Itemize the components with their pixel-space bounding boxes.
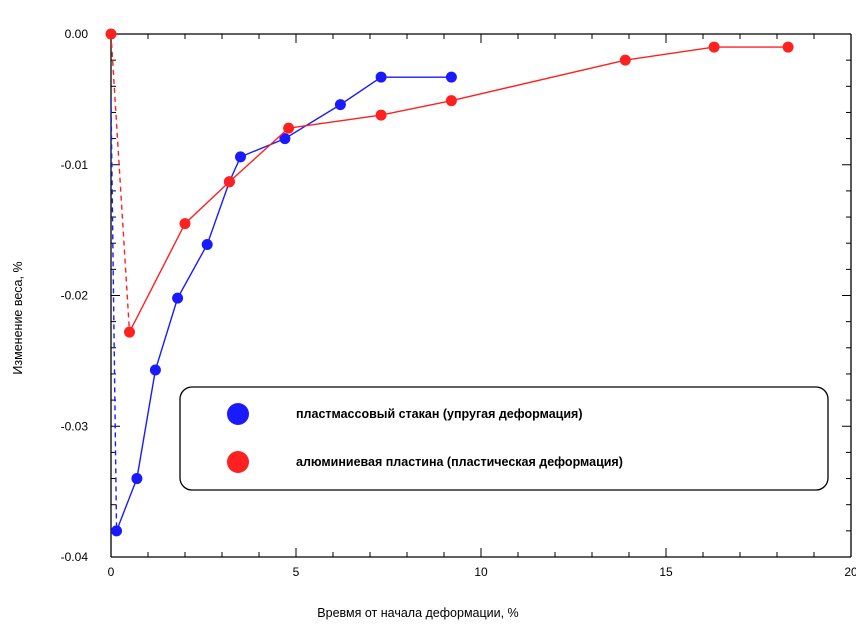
data-point (172, 292, 184, 304)
y-tick-label: -0.02 (61, 289, 89, 303)
y-tick-label: 0.00 (65, 27, 89, 41)
y-tick-label: -0.01 (61, 158, 89, 172)
data-point (283, 122, 295, 134)
data-point (223, 176, 235, 188)
data-point (708, 41, 720, 53)
data-point (149, 364, 161, 376)
data-point (375, 109, 387, 121)
legend: пластмассовый стакан (упругая деформация… (179, 386, 829, 491)
data-point (201, 239, 213, 251)
series-line (128, 46, 789, 333)
data-point (111, 525, 123, 537)
legend-label-aluminum: алюминиевая пластина (пластическая дефор… (296, 455, 623, 469)
data-point (179, 218, 191, 230)
x-axis-title: Вревмя от начала деформации, % (317, 606, 518, 620)
data-point-origin (105, 28, 117, 40)
x-tick-label: 5 (293, 565, 300, 579)
data-point (375, 71, 387, 83)
y-axis-title: Изменение веса, % (11, 261, 25, 374)
series-layer (105, 28, 794, 537)
x-tick-label: 10 (474, 565, 488, 579)
data-point (131, 473, 143, 485)
legend-box (179, 386, 829, 491)
data-point (235, 151, 246, 163)
data-point (445, 71, 457, 83)
series-dashed-drop (110, 99, 118, 531)
series-dashed-drop (110, 33, 131, 333)
x-tick-label: 0 (108, 565, 115, 579)
legend-label-plastic: пластмассовый стакан (упругая деформация… (296, 407, 583, 421)
tick-labels: 0 5 10 15 20 0.00 -0.01 -0.02 -0.03 -0.04 (61, 27, 856, 579)
data-point (445, 95, 457, 107)
data-point (334, 99, 346, 111)
legend-marker-aluminum (227, 451, 249, 473)
legend-marker-plastic (227, 403, 249, 425)
x-tick-label: 15 (659, 565, 673, 579)
data-point (124, 326, 135, 338)
data-point (279, 133, 291, 145)
x-tick-label: 20 (844, 565, 856, 579)
data-point (782, 41, 794, 53)
data-point (619, 54, 631, 66)
y-tick-label: -0.04 (61, 550, 89, 564)
y-tick-label: -0.03 (61, 419, 89, 433)
series-1 (110, 33, 794, 338)
